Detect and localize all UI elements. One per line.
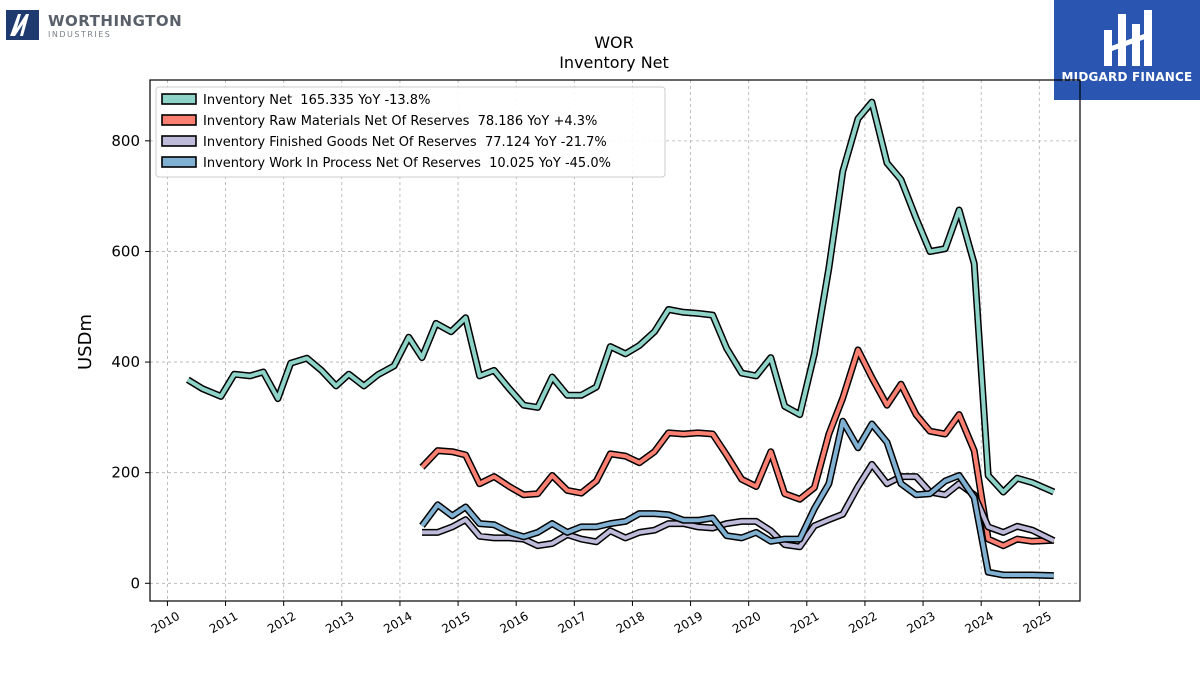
y-tick-label: 0: [130, 574, 140, 592]
worthington-logo: WORTHINGTON INDUSTRIES: [6, 8, 196, 44]
x-tick-label: 2014: [381, 609, 414, 636]
x-tick-label: 2012: [265, 609, 298, 636]
x-tick-label: 2011: [207, 609, 240, 636]
chart-subtitle: Inventory Net: [559, 53, 669, 72]
series-2-stroke: [420, 347, 1054, 548]
x-tick-label: 2017: [556, 609, 589, 636]
legend-swatch-3: [161, 135, 197, 147]
legend-label-2: Inventory Raw Materials Net Of Reserves …: [203, 114, 597, 129]
series-3-stroke: [422, 462, 1055, 549]
legend-swatch-4: [161, 156, 197, 168]
plot-frame: [149, 79, 1081, 602]
series-4-line: [419, 417, 1054, 580]
midgard-logo-mark: [1104, 10, 1152, 66]
series-layer: [185, 98, 1056, 580]
y-tick-label: 400: [111, 353, 140, 371]
legend-box: [155, 86, 666, 178]
x-tick-label: 2023: [904, 609, 937, 636]
series-1-stroke: [186, 100, 1055, 494]
y-tick-label: 600: [111, 242, 140, 260]
y-tick-label: 800: [111, 132, 140, 150]
worthington-logo-sub: INDUSTRIES: [48, 30, 112, 39]
x-tick-label: 2025: [1021, 609, 1054, 636]
legend: Inventory Net 165.335 YoY -13.8% Inventor…: [155, 86, 666, 178]
x-tick-label: 2024: [962, 609, 995, 636]
series-4-stroke: [420, 419, 1054, 578]
worthington-logo-mark: [6, 10, 39, 40]
legend-item-2: Inventory Raw Materials Net Of Reserves …: [161, 114, 597, 129]
midgard-logo-text: MIDGARD FINANCE: [1061, 70, 1193, 84]
x-tick-label: 2019: [672, 609, 705, 636]
x-tick-label: 2021: [788, 609, 821, 636]
x-tick-label: 2013: [323, 609, 356, 636]
legend-swatch-2: [161, 114, 197, 126]
y-tick-label: 200: [111, 464, 140, 482]
x-tick-label: 2016: [497, 609, 530, 636]
legend-item-1: Inventory Net 165.335 YoY -13.8%: [161, 93, 430, 108]
series-4-outline: [419, 417, 1054, 580]
legend-item-4: Inventory Work In Process Net Of Reserve…: [161, 156, 611, 171]
x-tick-label: 2020: [730, 609, 763, 636]
legend-item-3: Inventory Finished Goods Net Of Reserves…: [161, 135, 607, 150]
x-tick-label: 2015: [439, 609, 472, 636]
legend-label-1: Inventory Net 165.335 YoY -13.8%: [203, 93, 430, 108]
series-2-outline: [419, 346, 1054, 550]
x-tick-label: 2018: [614, 609, 647, 636]
midgard-finance-logo: MIDGARD FINANCE: [1054, 0, 1200, 100]
y-axis-label: USDm: [75, 314, 96, 370]
series-2-line: [419, 346, 1054, 550]
x-tick-label: 2022: [846, 609, 879, 636]
legend-swatch-1: [161, 93, 197, 105]
chart-title: WOR: [594, 33, 634, 52]
x-tick-label: 2010: [149, 609, 182, 636]
worthington-logo-name: WORTHINGTON: [48, 12, 183, 30]
series-3-line: [422, 460, 1056, 551]
series-1-line: [185, 98, 1056, 496]
legend-label-3: Inventory Finished Goods Net Of Reserves…: [203, 135, 607, 150]
legend-label-4: Inventory Work In Process Net Of Reserve…: [203, 156, 611, 171]
